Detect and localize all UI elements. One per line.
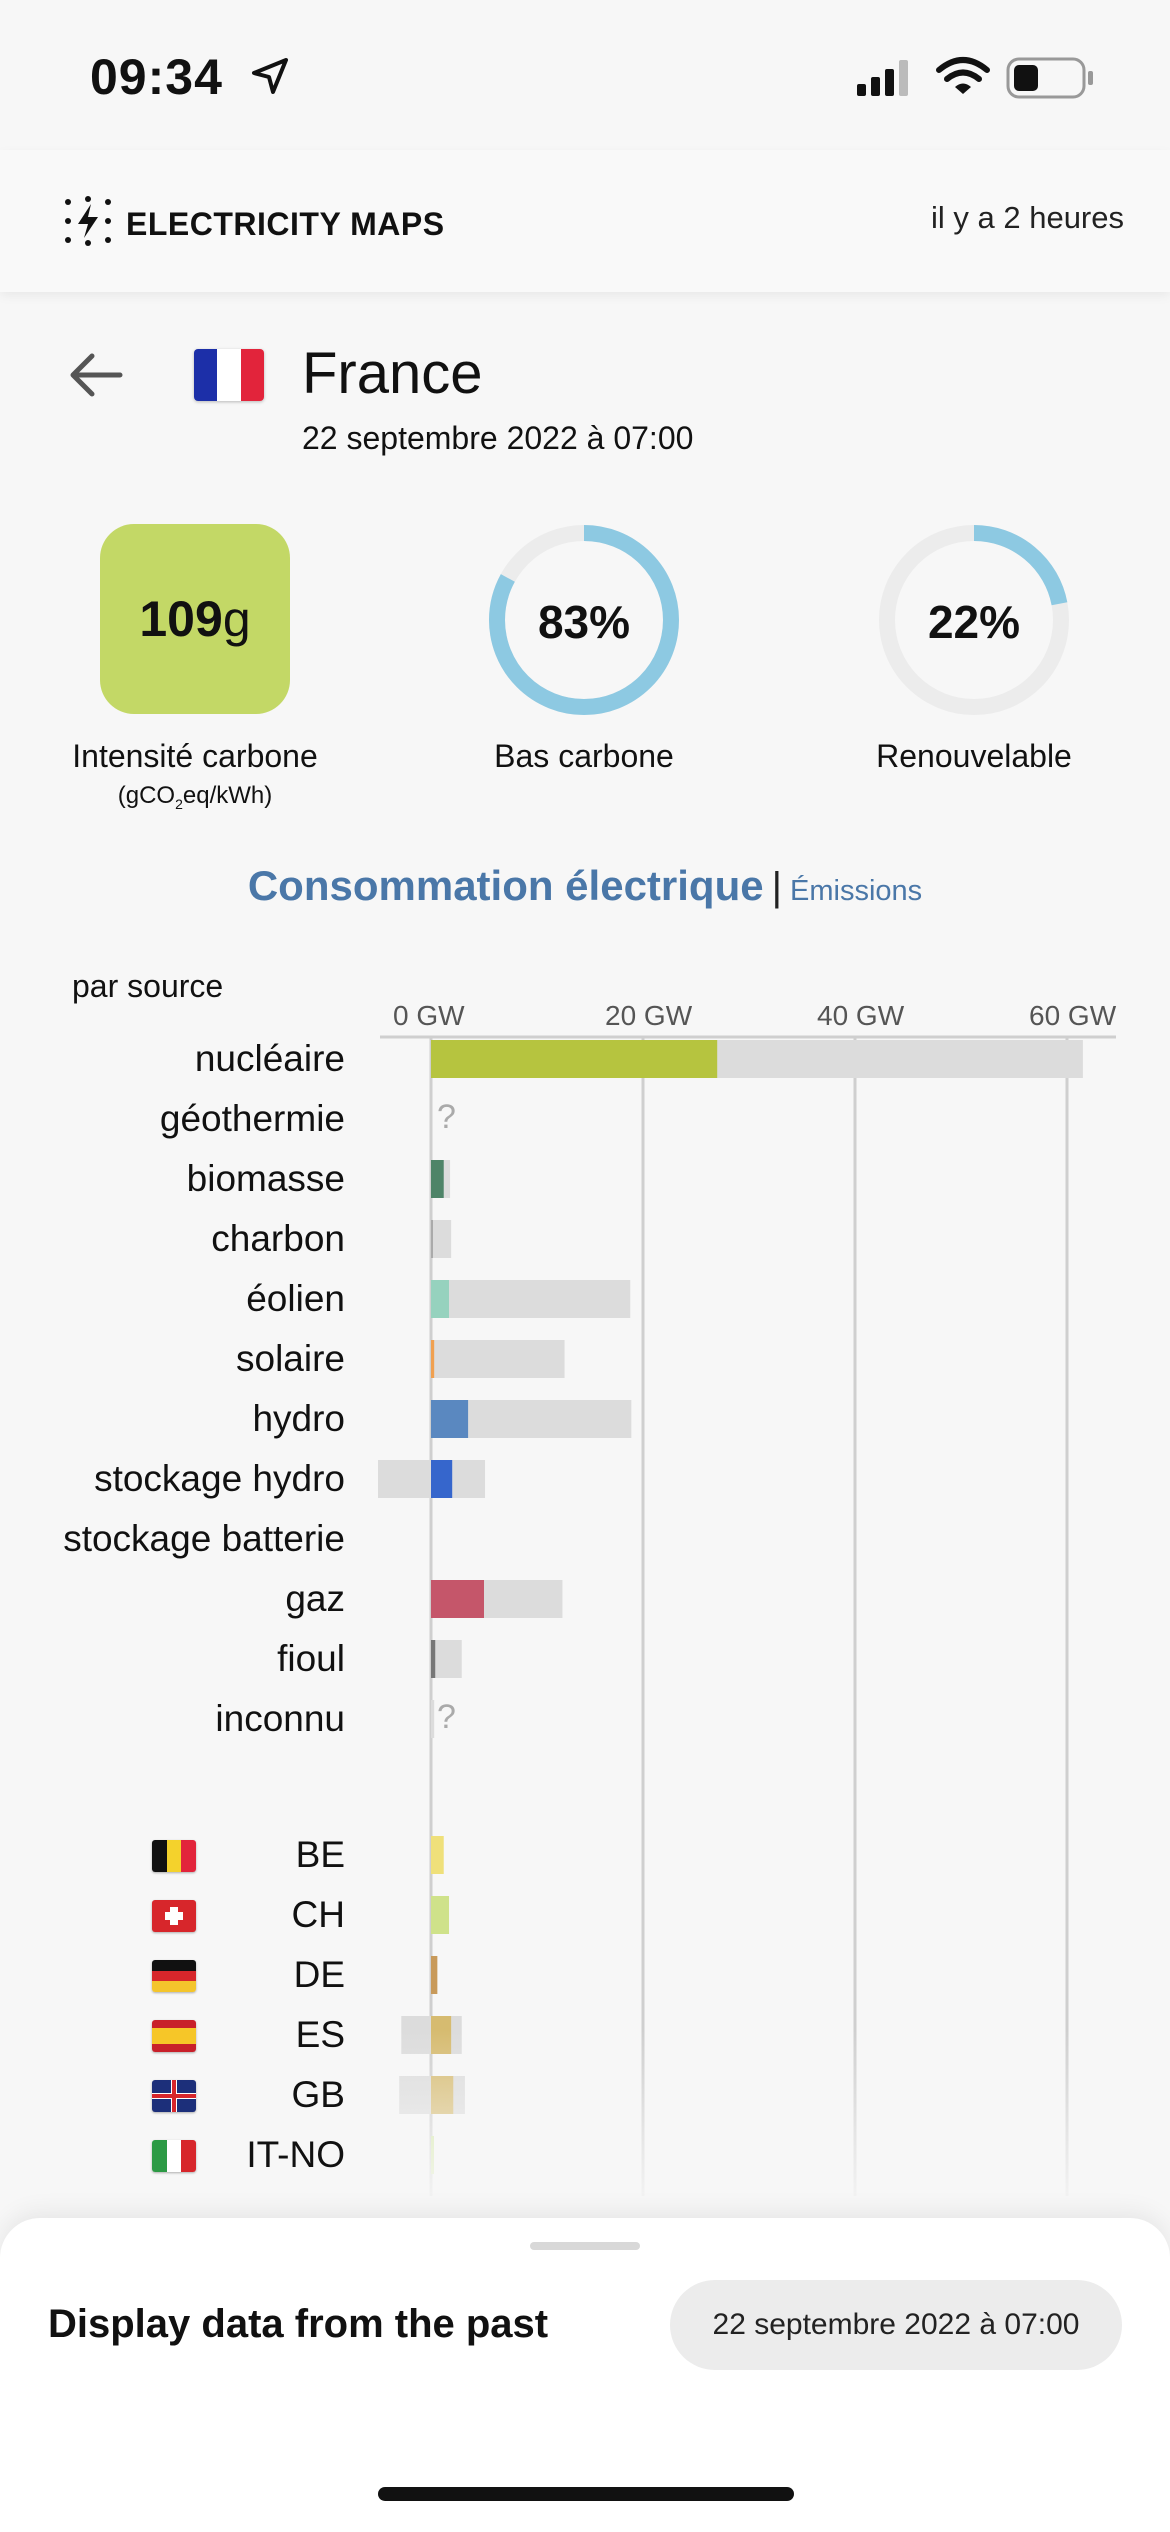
location-arrow-icon <box>252 58 288 94</box>
exchange-capacity-bar <box>399 2076 465 2114</box>
category-label[interactable]: solaire <box>236 1338 345 1379</box>
app-header <box>0 150 1170 292</box>
renewable-label: Renouvelable <box>876 738 1072 774</box>
unknown-marker: ? <box>437 1698 456 1736</box>
category-label[interactable]: fioul <box>277 1638 345 1679</box>
past-date-value: 22 septembre 2022 à 07:00 <box>712 2308 1080 2341</box>
value-bar <box>431 1280 450 1318</box>
flag-be-icon <box>152 1840 196 1872</box>
capacity-bar <box>431 1340 565 1378</box>
carbon-intensity-label: Intensité carbone <box>72 738 318 774</box>
exchange-value-bar <box>431 2016 452 2054</box>
category-label[interactable]: stockage hydro <box>94 1458 345 1499</box>
wifi-icon <box>936 57 990 94</box>
capacity-bar <box>431 1280 631 1318</box>
status-bar: 09:34 <box>0 0 1170 150</box>
low-carbon-label: Bas carbone <box>494 738 674 774</box>
signal-icon <box>857 60 908 96</box>
renewable-ring[interactable] <box>874 520 1074 720</box>
value-bar <box>431 1220 433 1258</box>
exchange-value-bar <box>431 2076 454 2114</box>
back-arrow-icon[interactable] <box>68 350 124 400</box>
sheet-drag-handle[interactable] <box>530 2242 640 2250</box>
chart-subtitle: par source <box>72 968 224 1004</box>
exchange-country-code[interactable]: CH <box>291 1894 345 1935</box>
value-bar <box>431 1160 444 1198</box>
category-label[interactable]: nucléaire <box>194 1038 345 1079</box>
low-carbon-value: 83% <box>537 596 631 648</box>
zone-name: France <box>302 341 483 406</box>
status-time: 09:34 <box>90 49 223 105</box>
capacity-bar <box>378 1460 486 1498</box>
category-label[interactable]: géothermie <box>159 1098 345 1139</box>
flag-it-no-icon <box>152 2140 196 2172</box>
value-bar <box>431 1340 435 1378</box>
exchange-value-bar <box>431 1836 444 1874</box>
exchange-country-code[interactable]: DE <box>293 1954 345 1995</box>
category-label[interactable]: stockage batterie <box>63 1518 345 1559</box>
tick-label: 20 GW <box>605 1000 693 1031</box>
tick-label: 40 GW <box>817 1000 905 1031</box>
capacity-bar <box>431 1040 1083 1078</box>
tick-label: 60 GW <box>1029 1000 1117 1031</box>
capacity-bar <box>431 1160 451 1198</box>
carbon-intensity-value: 109 <box>139 591 223 647</box>
carbon-intensity-badge[interactable]: 109 g <box>100 524 290 714</box>
value-bar <box>431 1040 718 1078</box>
capacity-bar <box>431 1220 452 1258</box>
battery-icon <box>1006 57 1093 99</box>
exchange-value-bar <box>431 1896 450 1934</box>
capacity-bar <box>431 1700 435 1738</box>
past-data-title: Display data from the past <box>48 2302 549 2346</box>
home-indicator <box>378 2487 794 2501</box>
category-label[interactable]: inconnu <box>215 1698 345 1739</box>
value-bar <box>431 1640 436 1678</box>
chart-svg <box>0 1035 1170 2200</box>
flag-gb-icon <box>152 2080 196 2112</box>
category-label[interactable]: gaz <box>285 1578 345 1619</box>
last-updated-text: il y a 2 heures <box>931 200 1124 235</box>
carbon-intensity-unit: g <box>222 591 251 647</box>
time-controller-sheet <box>0 2218 1170 2532</box>
zone-datetime: 22 septembre 2022 à 07:00 <box>302 420 694 456</box>
section-title: Consommation électrique | Émissions <box>0 862 1170 910</box>
carbon-intensity-unit-label: (gCO2eq/kWh) <box>117 782 273 812</box>
flag-es-icon <box>152 2020 196 2052</box>
exchange-country-code[interactable]: BE <box>295 1834 345 1875</box>
capacity-bar <box>431 1400 632 1438</box>
capacity-bar <box>431 1640 462 1678</box>
past-date-picker[interactable]: 22 septembre 2022 à 07:00 <box>670 2280 1122 2370</box>
category-label[interactable]: charbon <box>211 1218 345 1259</box>
renewable-value: 22% <box>927 596 1021 648</box>
tick-label: 0 GW <box>393 1000 465 1031</box>
consumption-chart: 0 GW 20 GW 40 GW 60 GW nucléaire géothermie? b… <box>0 1000 1170 2200</box>
tab-separator: | <box>771 865 782 909</box>
flag-de-icon <box>152 1960 196 1992</box>
exchange-value-bar <box>431 1956 438 1994</box>
value-bar <box>431 1400 469 1438</box>
tab-emissions[interactable]: Émissions <box>790 875 923 907</box>
exchange-country-code[interactable]: GB <box>291 2074 345 2115</box>
chart-fade <box>0 2030 1170 2200</box>
unknown-marker: ? <box>437 1098 456 1136</box>
low-carbon-ring[interactable] <box>484 520 684 720</box>
exchange-country-code[interactable]: ES <box>295 2014 345 2055</box>
category-label[interactable]: hydro <box>252 1398 345 1439</box>
capacity-bar <box>431 1580 563 1618</box>
exchange-capacity-bar <box>401 2016 462 2054</box>
value-bar <box>431 1580 484 1618</box>
app-name: ELECTRICITY MAPS <box>126 206 445 242</box>
category-label[interactable]: biomasse <box>186 1158 345 1199</box>
value-bar <box>431 1460 453 1498</box>
tab-consumption[interactable]: Consommation électrique <box>247 862 764 909</box>
flag-ch-icon <box>152 1900 196 1932</box>
exchange-country-code[interactable]: IT-NO <box>246 2134 345 2175</box>
exchange-value-bar <box>431 2136 434 2174</box>
category-label[interactable]: éolien <box>246 1278 345 1319</box>
flag-france-icon <box>194 349 264 401</box>
electricity-maps-logo-icon <box>65 196 111 246</box>
